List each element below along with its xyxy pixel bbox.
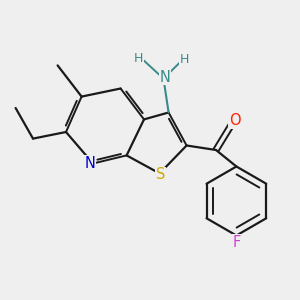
Text: F: F [232, 235, 241, 250]
Text: H: H [180, 53, 189, 66]
Text: N: N [160, 70, 170, 85]
Text: H: H [134, 52, 143, 65]
Text: S: S [155, 167, 165, 182]
Text: N: N [85, 156, 95, 171]
Text: O: O [229, 113, 241, 128]
